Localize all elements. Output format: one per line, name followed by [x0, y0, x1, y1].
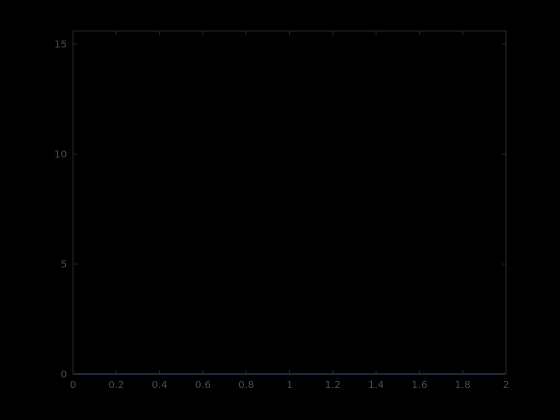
x-tick-label: 2 [503, 380, 509, 391]
x-tick-label: 0.2 [108, 380, 124, 391]
axes-box [72, 30, 507, 375]
x-tick-label: 0.4 [152, 380, 168, 391]
x-axis: 0 0.2 0.4 0.6 0.8 1 1.2 1.4 1.6 1.8 2 [70, 31, 509, 391]
x-tick-label: 0 [70, 380, 76, 391]
y-tick-label: 0 [61, 370, 67, 381]
y-tick-label: 5 [61, 260, 67, 271]
y-tick-label: 15 [54, 40, 67, 51]
x-tick-label: 0.6 [195, 380, 211, 391]
x-tick-label: 0.8 [238, 380, 254, 391]
y-axis: 0 5 10 15 [54, 40, 506, 381]
x-tick-label: 1.6 [411, 380, 427, 391]
y-tick-label: 10 [54, 150, 67, 161]
x-tick-label: 1.2 [325, 380, 341, 391]
x-tick-label: 1.8 [455, 380, 471, 391]
x-tick-label: 1 [286, 380, 292, 391]
x-tick-label: 1.4 [368, 380, 384, 391]
